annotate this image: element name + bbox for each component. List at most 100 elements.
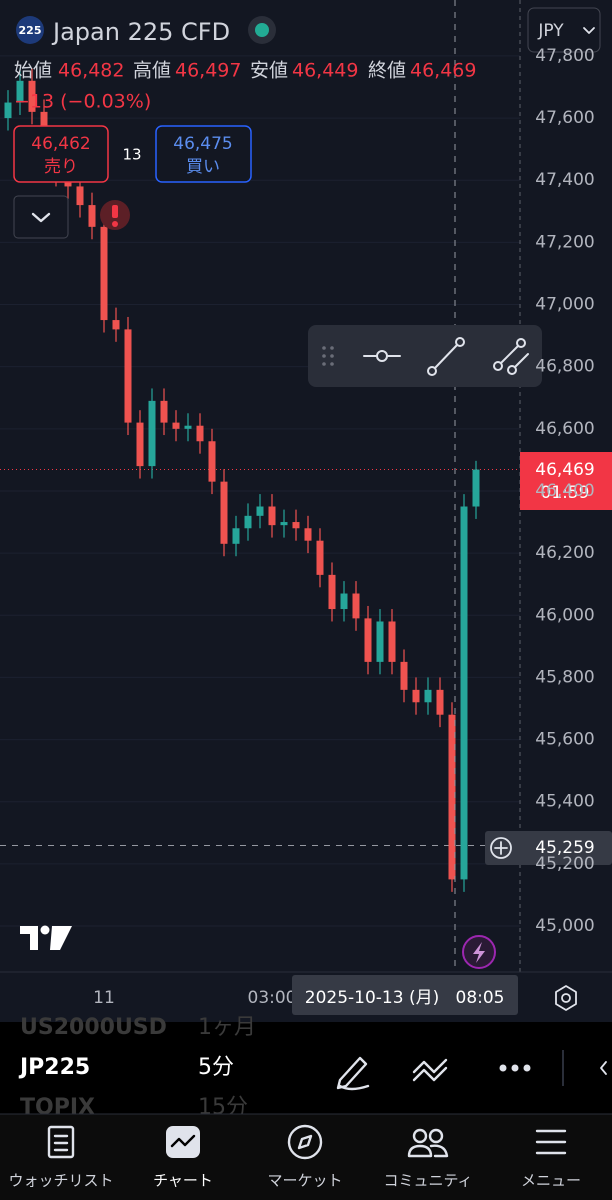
- candle-body: [448, 714, 456, 880]
- chevron: [31, 212, 51, 223]
- candle-body: [436, 689, 444, 715]
- nav-label[interactable]: ウォッチリスト: [8, 1172, 113, 1190]
- y-tick-label: 45,200: [535, 854, 594, 874]
- watchlist-symbol[interactable]: US2000USD: [20, 1015, 167, 1040]
- watchlist-symbol[interactable]: JP225: [18, 1055, 90, 1080]
- candle-body: [160, 400, 168, 423]
- watchlist-interval[interactable]: 5分: [198, 1055, 234, 1080]
- y-tick-label: 46,000: [535, 605, 594, 625]
- crosshair-time: 08:05: [456, 988, 505, 1008]
- candle-body: [124, 329, 132, 423]
- watchlist-panel: [0, 1022, 612, 1114]
- symbol-name[interactable]: Japan 225 CFD: [51, 18, 230, 46]
- x-tick-label: 11: [93, 988, 115, 1008]
- nav-label[interactable]: コミュニティ: [383, 1172, 472, 1190]
- plot: [0, 68, 520, 892]
- buy-button[interactable]: [155, 125, 252, 183]
- candle-body: [220, 481, 228, 544]
- candle-body: [88, 205, 96, 227]
- y-tick-label: 45,400: [535, 792, 594, 812]
- horizontal-line-tool[interactable]: [363, 350, 401, 362]
- candle-body: [4, 102, 12, 119]
- indicator-button[interactable]: [412, 1058, 448, 1082]
- candle-body: [76, 186, 84, 206]
- candle-body: [340, 593, 348, 610]
- drag-handle: [322, 346, 334, 366]
- alert-dot: [112, 221, 118, 227]
- y-tick-label: 45,600: [535, 730, 594, 750]
- candle-body: [208, 441, 216, 482]
- candle-body: [412, 689, 420, 703]
- candle-body: [388, 621, 396, 662]
- sell-button[interactable]: [13, 125, 109, 183]
- candle-body: [292, 522, 300, 529]
- nav-label[interactable]: マーケット: [267, 1172, 342, 1190]
- y-tick-label: 46,800: [535, 357, 594, 377]
- crosshair-price-box: [485, 831, 612, 865]
- y-tick-label: 47,200: [535, 232, 594, 252]
- y-tick-label: 47,000: [535, 295, 594, 315]
- candle-body: [460, 506, 468, 880]
- currency-button[interactable]: [527, 7, 601, 53]
- symbol-badge: [16, 16, 44, 44]
- candle-body: [424, 689, 432, 703]
- tradingview-logo: [20, 925, 72, 950]
- nav-label[interactable]: メニュー: [521, 1172, 581, 1190]
- y-tick-label: 47,600: [535, 108, 594, 128]
- ohlc-label: 始値: [14, 60, 52, 82]
- menu-icon[interactable]: [535, 1129, 567, 1155]
- currency-label: JPY: [537, 21, 564, 41]
- candle-body: [472, 469, 480, 507]
- candle-body: [232, 528, 240, 544]
- y-tick-label: 46,200: [535, 543, 594, 563]
- ohlc-value: 46,449: [292, 60, 358, 82]
- settings-icon-center: [561, 993, 571, 1003]
- market-icon[interactable]: [287, 1124, 323, 1160]
- ohlc-value: 46,469: [410, 60, 476, 82]
- ohlc-label: 安値: [250, 60, 288, 82]
- candle-body: [100, 226, 108, 321]
- candle-body: [364, 618, 372, 662]
- change: −13 (−0.03%): [14, 91, 151, 113]
- alert-mark: [112, 205, 118, 218]
- drawing-toolbar: [308, 325, 542, 387]
- candle-body: [172, 422, 180, 429]
- community-icon[interactable]: [407, 1128, 449, 1158]
- settings-icon[interactable]: [555, 985, 577, 1011]
- sell-price: 46,462: [31, 134, 90, 154]
- nav-label[interactable]: チャート: [153, 1172, 213, 1190]
- chart-icon-line: [170, 1134, 196, 1148]
- countdown: 01:59: [541, 483, 590, 503]
- watchlist-interval[interactable]: 1ヶ月: [198, 1015, 256, 1040]
- y-tick-label: 45,000: [535, 916, 594, 936]
- parallel-channel-tool[interactable]: [493, 338, 529, 375]
- candle-body: [376, 621, 384, 662]
- more-button[interactable]: [499, 1064, 531, 1072]
- spread: 13: [122, 146, 141, 164]
- candle-body: [280, 522, 288, 526]
- y-tick-label: 47,400: [535, 170, 594, 190]
- expand-button[interactable]: [13, 195, 69, 239]
- trend-line-tool[interactable]: [427, 337, 465, 376]
- buy-price: 46,475: [173, 134, 232, 154]
- y-tick-label: 46,400: [535, 481, 594, 501]
- add-alert-icon[interactable]: [490, 837, 512, 859]
- last-price-label: 46,469: [535, 460, 594, 480]
- chevron: [583, 27, 595, 34]
- x-tick-label: 03:00: [248, 988, 297, 1008]
- candle-body: [316, 540, 324, 575]
- watchlist-icon[interactable]: [47, 1125, 75, 1159]
- badge-text: 225: [19, 24, 42, 37]
- crosshair-time-box: [292, 975, 518, 1015]
- y-tick-label: 45,800: [535, 667, 594, 687]
- candle-body: [304, 528, 312, 541]
- candle-body: [112, 320, 120, 330]
- candle-body: [244, 515, 252, 529]
- last-price-box: [520, 452, 612, 510]
- candle-body: [352, 593, 360, 619]
- draw-tool-button[interactable]: [336, 1056, 370, 1091]
- scroll-left[interactable]: [600, 1061, 607, 1075]
- candle-body: [328, 574, 336, 610]
